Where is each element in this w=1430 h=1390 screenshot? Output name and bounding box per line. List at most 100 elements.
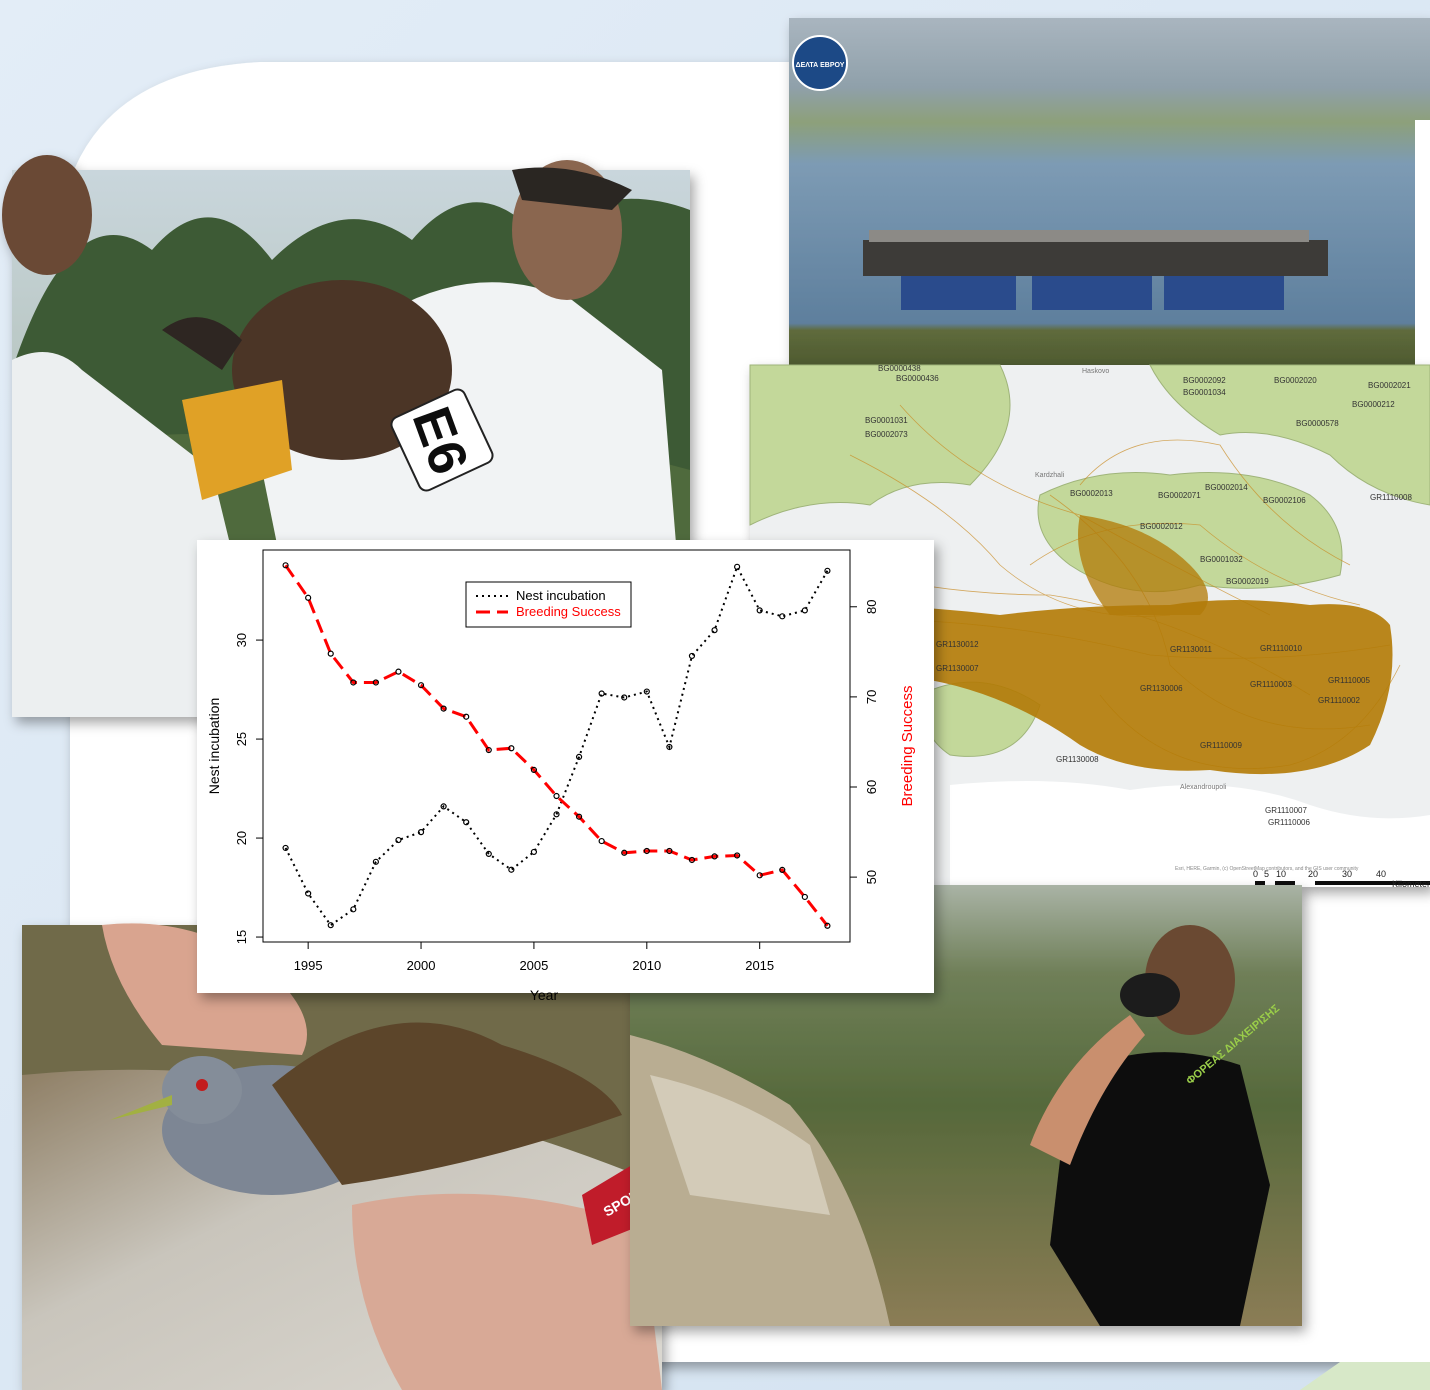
data-point — [530, 848, 538, 856]
plot-frame — [262, 549, 851, 943]
data-point — [417, 829, 425, 836]
x-tick-label: 2010 — [632, 958, 661, 973]
map-label: BG0002013 — [1070, 489, 1113, 498]
photo-rail: SPORT — [22, 925, 662, 1390]
map-label: GR1110003 — [1250, 680, 1293, 689]
data-point — [824, 922, 831, 929]
map-label: GR1110008 — [1370, 493, 1413, 502]
series-line — [284, 564, 829, 927]
series-line — [284, 564, 829, 927]
data-point — [530, 766, 538, 773]
data-point — [575, 813, 583, 820]
scale-label: Kilometers — [1392, 879, 1430, 889]
data-point — [395, 668, 402, 675]
data-point — [801, 893, 808, 901]
map-label: BG0002021 — [1368, 381, 1411, 390]
data-point — [711, 627, 718, 634]
data-point — [643, 688, 650, 695]
y2-axis-label: Breeding Success — [899, 686, 916, 807]
data-point — [824, 567, 831, 574]
place-label: Haskovo — [1082, 368, 1109, 375]
y2-tick-label: 60 — [864, 780, 879, 794]
data-point — [395, 836, 402, 844]
map-label: BG0002071 — [1158, 491, 1201, 500]
data-point — [485, 850, 492, 857]
data-point — [734, 563, 741, 570]
y-tick-label: 30 — [234, 633, 249, 647]
map-label: BG0002020 — [1274, 376, 1317, 385]
data-point — [553, 811, 560, 818]
x-tick-label: 2015 — [745, 958, 774, 973]
data-point — [305, 594, 312, 601]
data-point — [598, 690, 605, 697]
data-point — [282, 844, 289, 852]
place-label: Kardzhali — [1035, 472, 1065, 479]
x-tick-label: 2000 — [407, 958, 436, 973]
y-tick-label: 15 — [234, 930, 249, 944]
scale-label: 10 — [1276, 869, 1286, 879]
map-label: GR1130011 — [1170, 645, 1213, 654]
scale-label: 40 — [1376, 869, 1386, 879]
scale-label: 5 — [1264, 869, 1269, 879]
y2-tick-label: 70 — [864, 690, 879, 704]
map-label: BG0000438 — [878, 364, 921, 373]
map-label: BG0002012 — [1140, 522, 1183, 531]
map-label: BG0002014 — [1205, 483, 1248, 492]
data-point — [305, 890, 312, 897]
map-label: BG0002092 — [1183, 376, 1226, 385]
map-label: BG0001032 — [1200, 555, 1243, 564]
data-point — [508, 745, 515, 752]
chart: Year Nest incubation Breeding Success 19… — [197, 540, 934, 1003]
data-point — [463, 713, 470, 720]
scale-bar — [1255, 881, 1430, 885]
map-label: BG0001031 — [865, 416, 908, 425]
scale-label: 0 — [1253, 869, 1258, 879]
data-point — [508, 866, 515, 873]
map-label: BG0000212 — [1352, 400, 1395, 409]
data-point — [779, 866, 786, 874]
map-label: GR1130012 — [936, 640, 979, 649]
data-point — [666, 743, 673, 751]
data-point — [801, 607, 808, 614]
data-point — [666, 847, 673, 855]
y-tick-label: 20 — [234, 831, 249, 845]
map-label: GR1130008 — [1056, 755, 1099, 764]
data-point — [440, 803, 447, 810]
map-label: GR1130007 — [936, 664, 979, 673]
slide-corner — [1300, 1362, 1430, 1390]
data-point — [643, 847, 650, 855]
y-tick-label: 25 — [234, 732, 249, 746]
logo-text: ΔΕΛΤΑ ΕΒΡΟΥ — [796, 62, 845, 69]
data-point — [350, 906, 357, 913]
legend-label: Nest incubation — [516, 588, 606, 603]
map-attribution: Esri, HERE, Garmin, (c) OpenStreetMap co… — [1175, 866, 1359, 872]
legend-label: Breeding Success — [516, 604, 621, 619]
y-axis-label: Nest incubation — [206, 698, 222, 795]
data-point — [350, 679, 357, 686]
map-label: GR1110007 — [1265, 806, 1308, 815]
x-tick-label: 1995 — [294, 958, 323, 973]
legend-box — [465, 581, 632, 628]
data-point — [327, 650, 334, 657]
map-label: GR1130006 — [1140, 684, 1183, 693]
map-label: BG0001034 — [1183, 388, 1226, 397]
data-point — [575, 753, 583, 760]
data-point — [463, 819, 470, 826]
map-label: BG0000578 — [1296, 419, 1339, 428]
map-label: GR1110002 — [1318, 696, 1361, 705]
data-point — [621, 694, 628, 701]
map-label: BG0000436 — [896, 374, 939, 383]
data-point — [553, 792, 560, 800]
data-point — [327, 922, 334, 929]
data-point — [779, 613, 786, 620]
data-point — [440, 705, 447, 712]
data-point — [417, 682, 425, 689]
map-label: BG0002019 — [1226, 577, 1269, 586]
map-label: GR1110009 — [1200, 741, 1243, 750]
map-label: GR1110010 — [1260, 644, 1303, 653]
x-tick-label: 2005 — [519, 958, 548, 973]
map-label: GR1110005 — [1328, 676, 1371, 685]
scale-label: 20 — [1308, 869, 1318, 879]
place-label: Alexandroupoli — [1180, 784, 1227, 791]
